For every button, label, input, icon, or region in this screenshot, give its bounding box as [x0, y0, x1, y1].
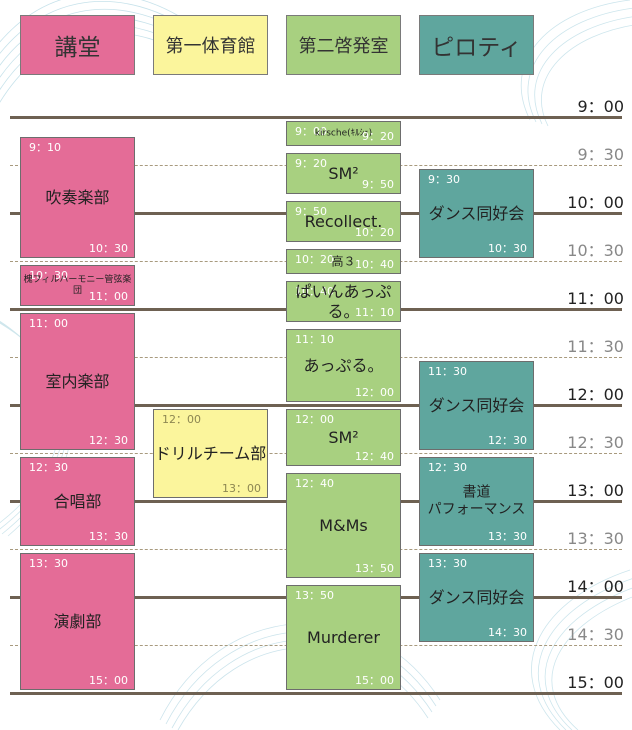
- event-end-time: 14：30: [488, 626, 527, 639]
- event-name: SM²: [328, 427, 359, 447]
- event-start-time: 9：30: [428, 173, 460, 186]
- event-end-time: 15：00: [355, 674, 394, 687]
- event-name: SM²: [328, 163, 359, 183]
- event-block: 11：10 あっぷる。 12：00: [286, 329, 401, 402]
- event-name: 室内楽部: [45, 371, 110, 391]
- event-end-time: 12：40: [355, 450, 394, 463]
- venue-header-gym: 第一体育館: [153, 15, 268, 75]
- event-block: 9：10 吹奏楽部 10：30: [20, 137, 135, 258]
- event-end-time: 12：30: [488, 434, 527, 447]
- event-name: 演劇部: [53, 611, 102, 631]
- event-block: 13：30 演劇部 15：00: [20, 553, 135, 690]
- event-block: 10：30 槐フィルハーモニー管弦楽団 11：00: [20, 265, 135, 306]
- event-name: ダンス同好会: [428, 587, 525, 607]
- event-start-time: 12：00: [162, 413, 201, 426]
- event-start-time: 12：00: [295, 413, 334, 426]
- event-start-time: 12：30: [428, 461, 467, 474]
- time-line-12-00: [10, 404, 622, 407]
- event-block: 12：40 M&Ms 13：50: [286, 473, 401, 578]
- event-name: 槐フィルハーモニー管弦楽団: [23, 274, 132, 296]
- event-name: M&Ms: [319, 515, 368, 535]
- event-name: 合唱部: [53, 491, 102, 511]
- event-start-time: 9：10: [29, 141, 61, 154]
- event-block: 13：50 Murderer 15：00: [286, 585, 401, 690]
- event-start-time: 12：40: [295, 477, 334, 490]
- event-name: ドリルチーム部: [154, 443, 267, 463]
- time-line-9-00: [10, 116, 622, 119]
- event-start-time: 12：30: [29, 461, 68, 474]
- event-end-time: 13：30: [488, 530, 527, 543]
- event-block: 12：30 合唱部 13：30: [20, 457, 135, 546]
- event-end-time: 9：50: [362, 178, 394, 191]
- time-label: 13：00: [567, 481, 624, 500]
- venue-header-auditorium: 講堂: [20, 15, 135, 75]
- event-block: 9：20 SM² 9：50: [286, 153, 401, 194]
- event-name: あっぷる。: [303, 355, 384, 375]
- time-line-15-00: [10, 692, 622, 695]
- event-block: 12：00 SM² 12：40: [286, 409, 401, 466]
- event-name: 吹奏楽部: [45, 187, 110, 207]
- event-name: kirsche(ｷﾙｼｪ): [314, 127, 373, 138]
- event-end-time: 10：20: [355, 226, 394, 239]
- event-block: 12：00 ドリルチーム部 13：00: [153, 409, 268, 498]
- time-label: 13：30: [567, 529, 624, 548]
- time-label: 9：30: [577, 145, 624, 164]
- event-block: 13：30 ダンス同好会 14：30: [419, 553, 534, 642]
- event-name: Recollect.: [304, 211, 383, 231]
- event-end-time: 12：30: [89, 434, 128, 447]
- event-name: 高３: [331, 254, 356, 268]
- time-label: 11：00: [567, 289, 624, 308]
- time-label: 12：30: [567, 433, 624, 452]
- event-start-time: 10：20: [295, 253, 334, 266]
- event-end-time: 11：00: [89, 290, 128, 303]
- event-block: 11：30 ダンス同好会 12：30: [419, 361, 534, 450]
- event-end-time: 13：00: [222, 482, 261, 495]
- event-start-time: 13：50: [295, 589, 334, 602]
- event-start-time: 11：30: [428, 365, 467, 378]
- time-label: 14：30: [567, 625, 624, 644]
- time-label: 14：00: [567, 577, 624, 596]
- event-name: Murderer: [307, 627, 380, 647]
- event-block: 9：00 kirsche(ｷﾙｼｪ) 9：20: [286, 121, 401, 146]
- event-start-time: 11：10: [295, 333, 334, 346]
- event-start-time: 13：30: [428, 557, 467, 570]
- event-block: 12：30 書道 パフォーマンス 13：30: [419, 457, 534, 546]
- time-label: 15：00: [567, 673, 624, 692]
- event-start-time: 9：00: [295, 125, 327, 138]
- event-end-time: 13：30: [89, 530, 128, 543]
- event-start-time: 10：30: [29, 269, 68, 282]
- time-label: 11：30: [567, 337, 624, 356]
- event-name: ぱいんあっぷる。: [295, 281, 392, 321]
- time-label: 12：00: [567, 385, 624, 404]
- time-label: 10：30: [567, 241, 624, 260]
- event-end-time: 10：30: [89, 242, 128, 255]
- event-start-time: 10：40: [295, 285, 334, 298]
- event-end-time: 15：00: [89, 674, 128, 687]
- event-end-time: 13：50: [355, 562, 394, 575]
- event-end-time: 10：40: [355, 258, 394, 271]
- venue-header-piloti: ピロティ: [419, 15, 534, 75]
- event-start-time: 11：00: [29, 317, 68, 330]
- event-start-time: 13：30: [29, 557, 68, 570]
- event-end-time: 9：20: [362, 130, 394, 143]
- event-end-time: 11：10: [355, 306, 394, 319]
- event-block: 9：50 Recollect. 10：20: [286, 201, 401, 242]
- event-end-time: 12：00: [355, 386, 394, 399]
- event-name: 書道 パフォーマンス: [427, 484, 526, 518]
- venue-header-room2: 第二啓発室: [286, 15, 401, 75]
- event-start-time: 9：50: [295, 205, 327, 218]
- event-end-time: 10：30: [488, 242, 527, 255]
- event-block: 10：40 ぱいんあっぷる。 11：10: [286, 281, 401, 322]
- event-start-time: 9：20: [295, 157, 327, 170]
- event-name: ダンス同好会: [428, 203, 525, 223]
- event-name: ダンス同好会: [428, 395, 525, 415]
- event-block: 11：00 室内楽部 12：30: [20, 313, 135, 450]
- event-block: 10：20 高３ 10：40: [286, 249, 401, 274]
- time-label: 10：00: [567, 193, 624, 212]
- time-label: 9：00: [577, 97, 624, 116]
- event-block: 9：30 ダンス同好会 10：30: [419, 169, 534, 258]
